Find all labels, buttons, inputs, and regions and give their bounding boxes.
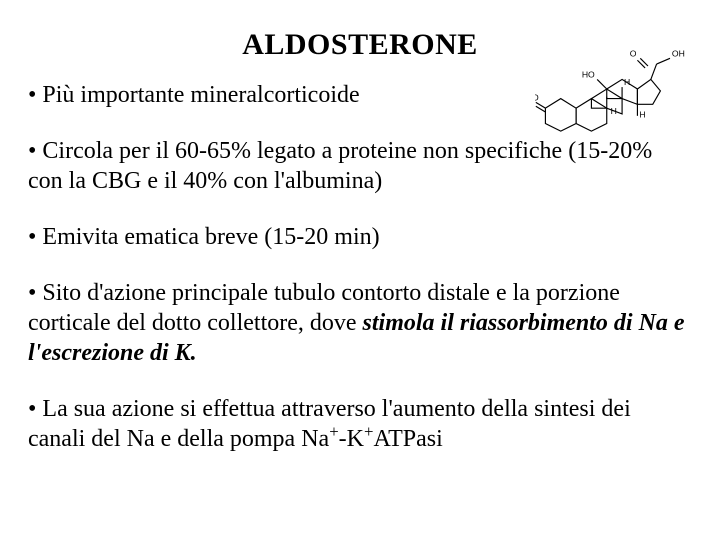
bullet-5: • La sua azione si effettua attraverso l…	[28, 394, 692, 454]
bullet-5-b: -K	[339, 426, 364, 452]
bullet-4: • Sito d'azione principale tubulo contor…	[28, 278, 692, 368]
bullet-3: • Emivita ematica breve (15-20 min)	[28, 222, 692, 252]
chem-label-oh: OH	[672, 48, 685, 58]
chem-label-o-left: O	[535, 93, 539, 103]
bullet-list: • Più importante mineralcorticoide • Cir…	[28, 80, 692, 454]
chem-label-h1: H	[624, 77, 630, 87]
chem-label-h3: H	[639, 110, 645, 120]
chem-label-h2: H	[611, 106, 617, 116]
chem-label-o-top: O	[630, 48, 637, 58]
slide: ALDOSTERONE	[0, 0, 720, 540]
bullet-2: • Circola per il 60-65% legato a protein…	[28, 136, 692, 196]
bullet-5-c: ATPasi	[373, 426, 442, 452]
bullet-5-sup1: +	[329, 422, 338, 441]
chem-label-ho: HO	[582, 70, 595, 80]
aldosterone-structure-icon: OH O HO H H H O	[535, 20, 690, 135]
